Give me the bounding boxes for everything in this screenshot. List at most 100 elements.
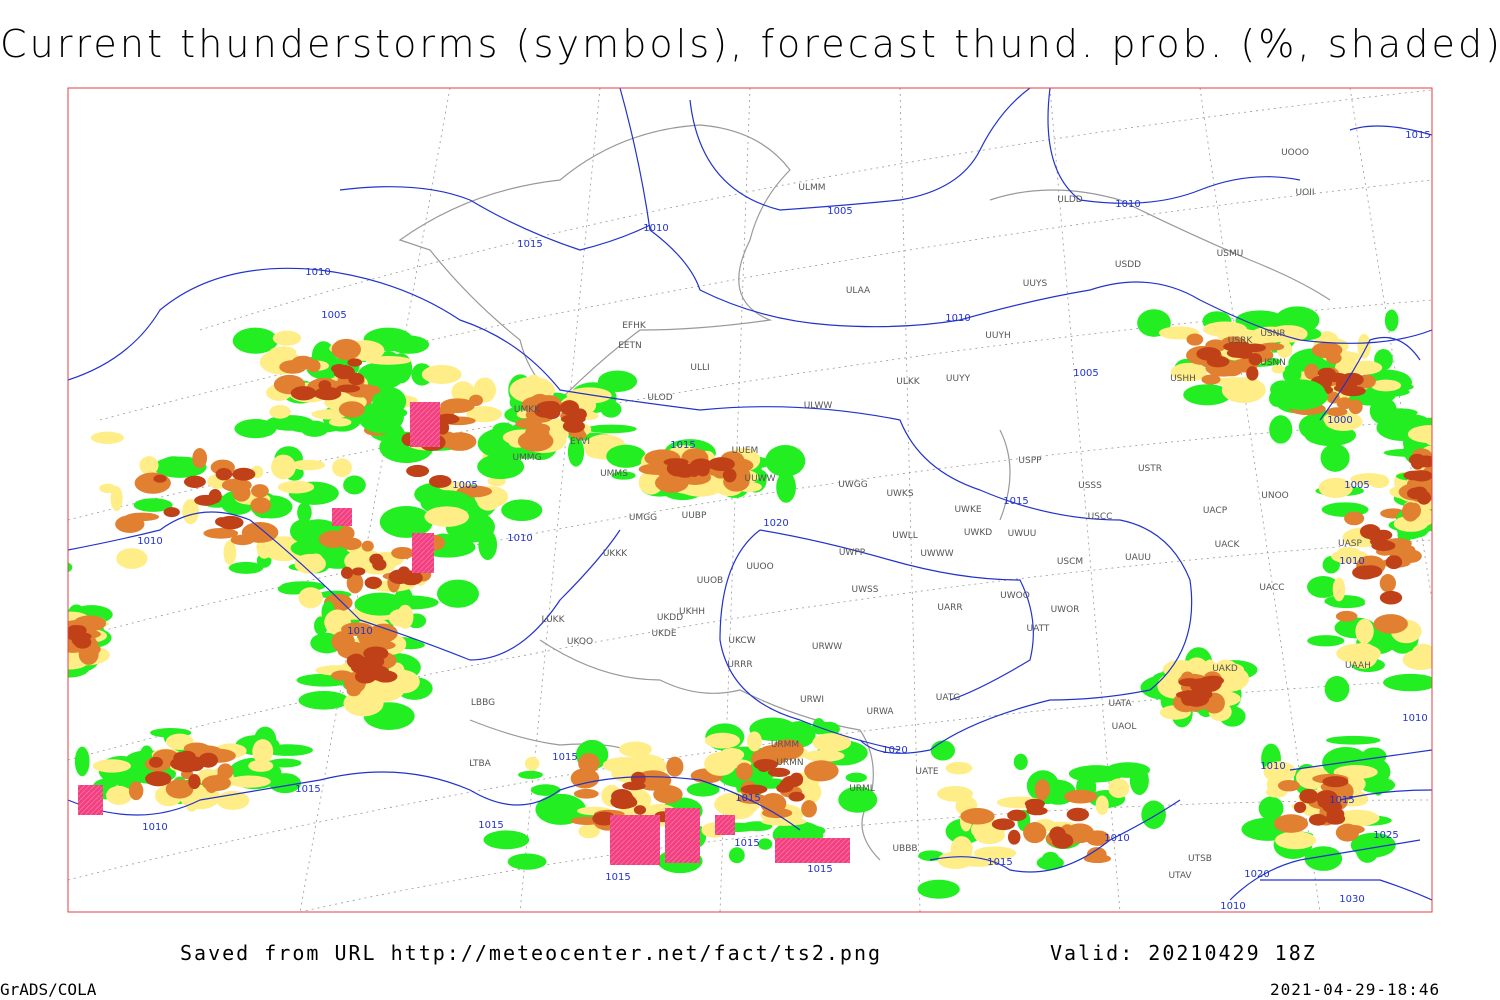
station-label: UACP [1203,506,1228,516]
shade-cell [272,330,302,346]
shade-cell [451,381,475,403]
station-label: ULWW [804,401,833,411]
shade-cell [1307,635,1345,647]
station-label: UWOR [1051,605,1080,615]
station-label: UATT [1027,624,1050,634]
station-label: USNR [1260,329,1285,339]
shade-cell [92,759,131,773]
shade-cell [1355,835,1379,863]
isobar-label: 1010 [347,626,372,637]
shade-cell [1295,766,1330,790]
shade-cell [188,774,201,790]
shade-cell [125,512,160,522]
shade-cell [762,808,793,819]
shade-cell [526,374,542,390]
software: GrADS/COLA [0,980,97,999]
shade-cell [957,855,1000,867]
station-label: USHH [1170,374,1196,384]
isobar-label: 1010 [945,313,970,324]
shade-cell [666,460,690,477]
storm-symbol [78,785,103,815]
shade-cell [223,540,237,566]
shade-cell [248,759,274,772]
station-label: UATE [915,767,939,777]
shade-cell [1325,372,1348,383]
shade-cell [1332,577,1346,602]
station-label: USDD [1115,260,1141,270]
isobar-label: 1000 [1327,415,1352,426]
station-label: UARR [937,603,962,613]
shade-cell [153,474,167,483]
shade-cell [338,401,365,418]
shade-cell [1086,847,1107,862]
shade-cell [573,430,587,440]
shade-cell [133,498,173,512]
shade-cell [436,579,479,608]
shade-cell [1374,529,1393,541]
shade-cell [950,836,973,863]
shade-cell [1141,800,1166,829]
shade-cell [231,467,256,481]
shade-cell [1412,486,1428,498]
shade-cell [1398,549,1422,563]
shade-cell [267,758,302,768]
shade-cell [1379,590,1403,605]
shade-cell [183,475,206,488]
shade-cell [930,740,955,761]
shade-cell [343,475,366,495]
isobar-label: 1015 [478,820,503,831]
shade-cell [366,665,390,681]
shade-cell [735,762,753,781]
shade-cell [572,408,587,421]
station-label: UOOO [1281,148,1309,158]
shade-cell [215,468,233,481]
shade-cell [346,572,364,594]
station-label: UWLL [892,531,918,541]
station-label: UUWW [745,474,776,484]
shade-cell [1274,831,1317,850]
shade-cell [1410,455,1425,470]
shade-cell [1304,846,1343,871]
isobar-label: 1010 [1104,833,1129,844]
station-label: ULKK [896,377,921,387]
shade-cell [318,380,332,391]
shade-cell [277,480,315,494]
storm-symbol [775,838,850,863]
shade-cell [145,771,172,787]
isobar-label: 1010 [137,536,162,547]
shade-cell [391,546,414,560]
isobar-label: 1025 [1373,830,1398,841]
shade-cell [336,384,361,393]
shade-cell [1007,829,1021,845]
isobar-label: 1020 [763,518,788,529]
shade-cell [686,782,720,797]
station-label: UWPP [839,548,866,558]
shade-cell [585,424,637,434]
station-label: UNOO [1261,491,1289,501]
station-label: USMU [1217,249,1244,259]
thunderstorm-symbols [78,402,850,865]
shade-cell [1180,690,1196,706]
isobar-label: 1015 [1405,130,1430,141]
station-label: UAKD [1212,664,1238,674]
shade-cell [364,576,382,589]
shade-cell [116,548,148,569]
shade-cell [424,506,470,527]
isobar-label: 1015 [517,239,542,250]
station-label: UATG [936,693,961,703]
station-label: UKCW [728,636,755,646]
shade-cell [1311,342,1343,359]
isobar-label: 1020 [882,745,907,756]
station-label: USTR [1138,464,1162,474]
shade-cell [106,785,132,805]
shade-cell [1384,309,1399,332]
station-label: UOII [1296,188,1315,198]
shade-cell [567,437,585,467]
shade-cell [298,587,323,609]
shade-cell [507,853,547,870]
shade-cell [991,818,1015,831]
station-label: USSS [1078,481,1102,491]
shade-cell [578,824,600,839]
shade-cell [638,470,664,495]
shade-cell [340,566,354,579]
